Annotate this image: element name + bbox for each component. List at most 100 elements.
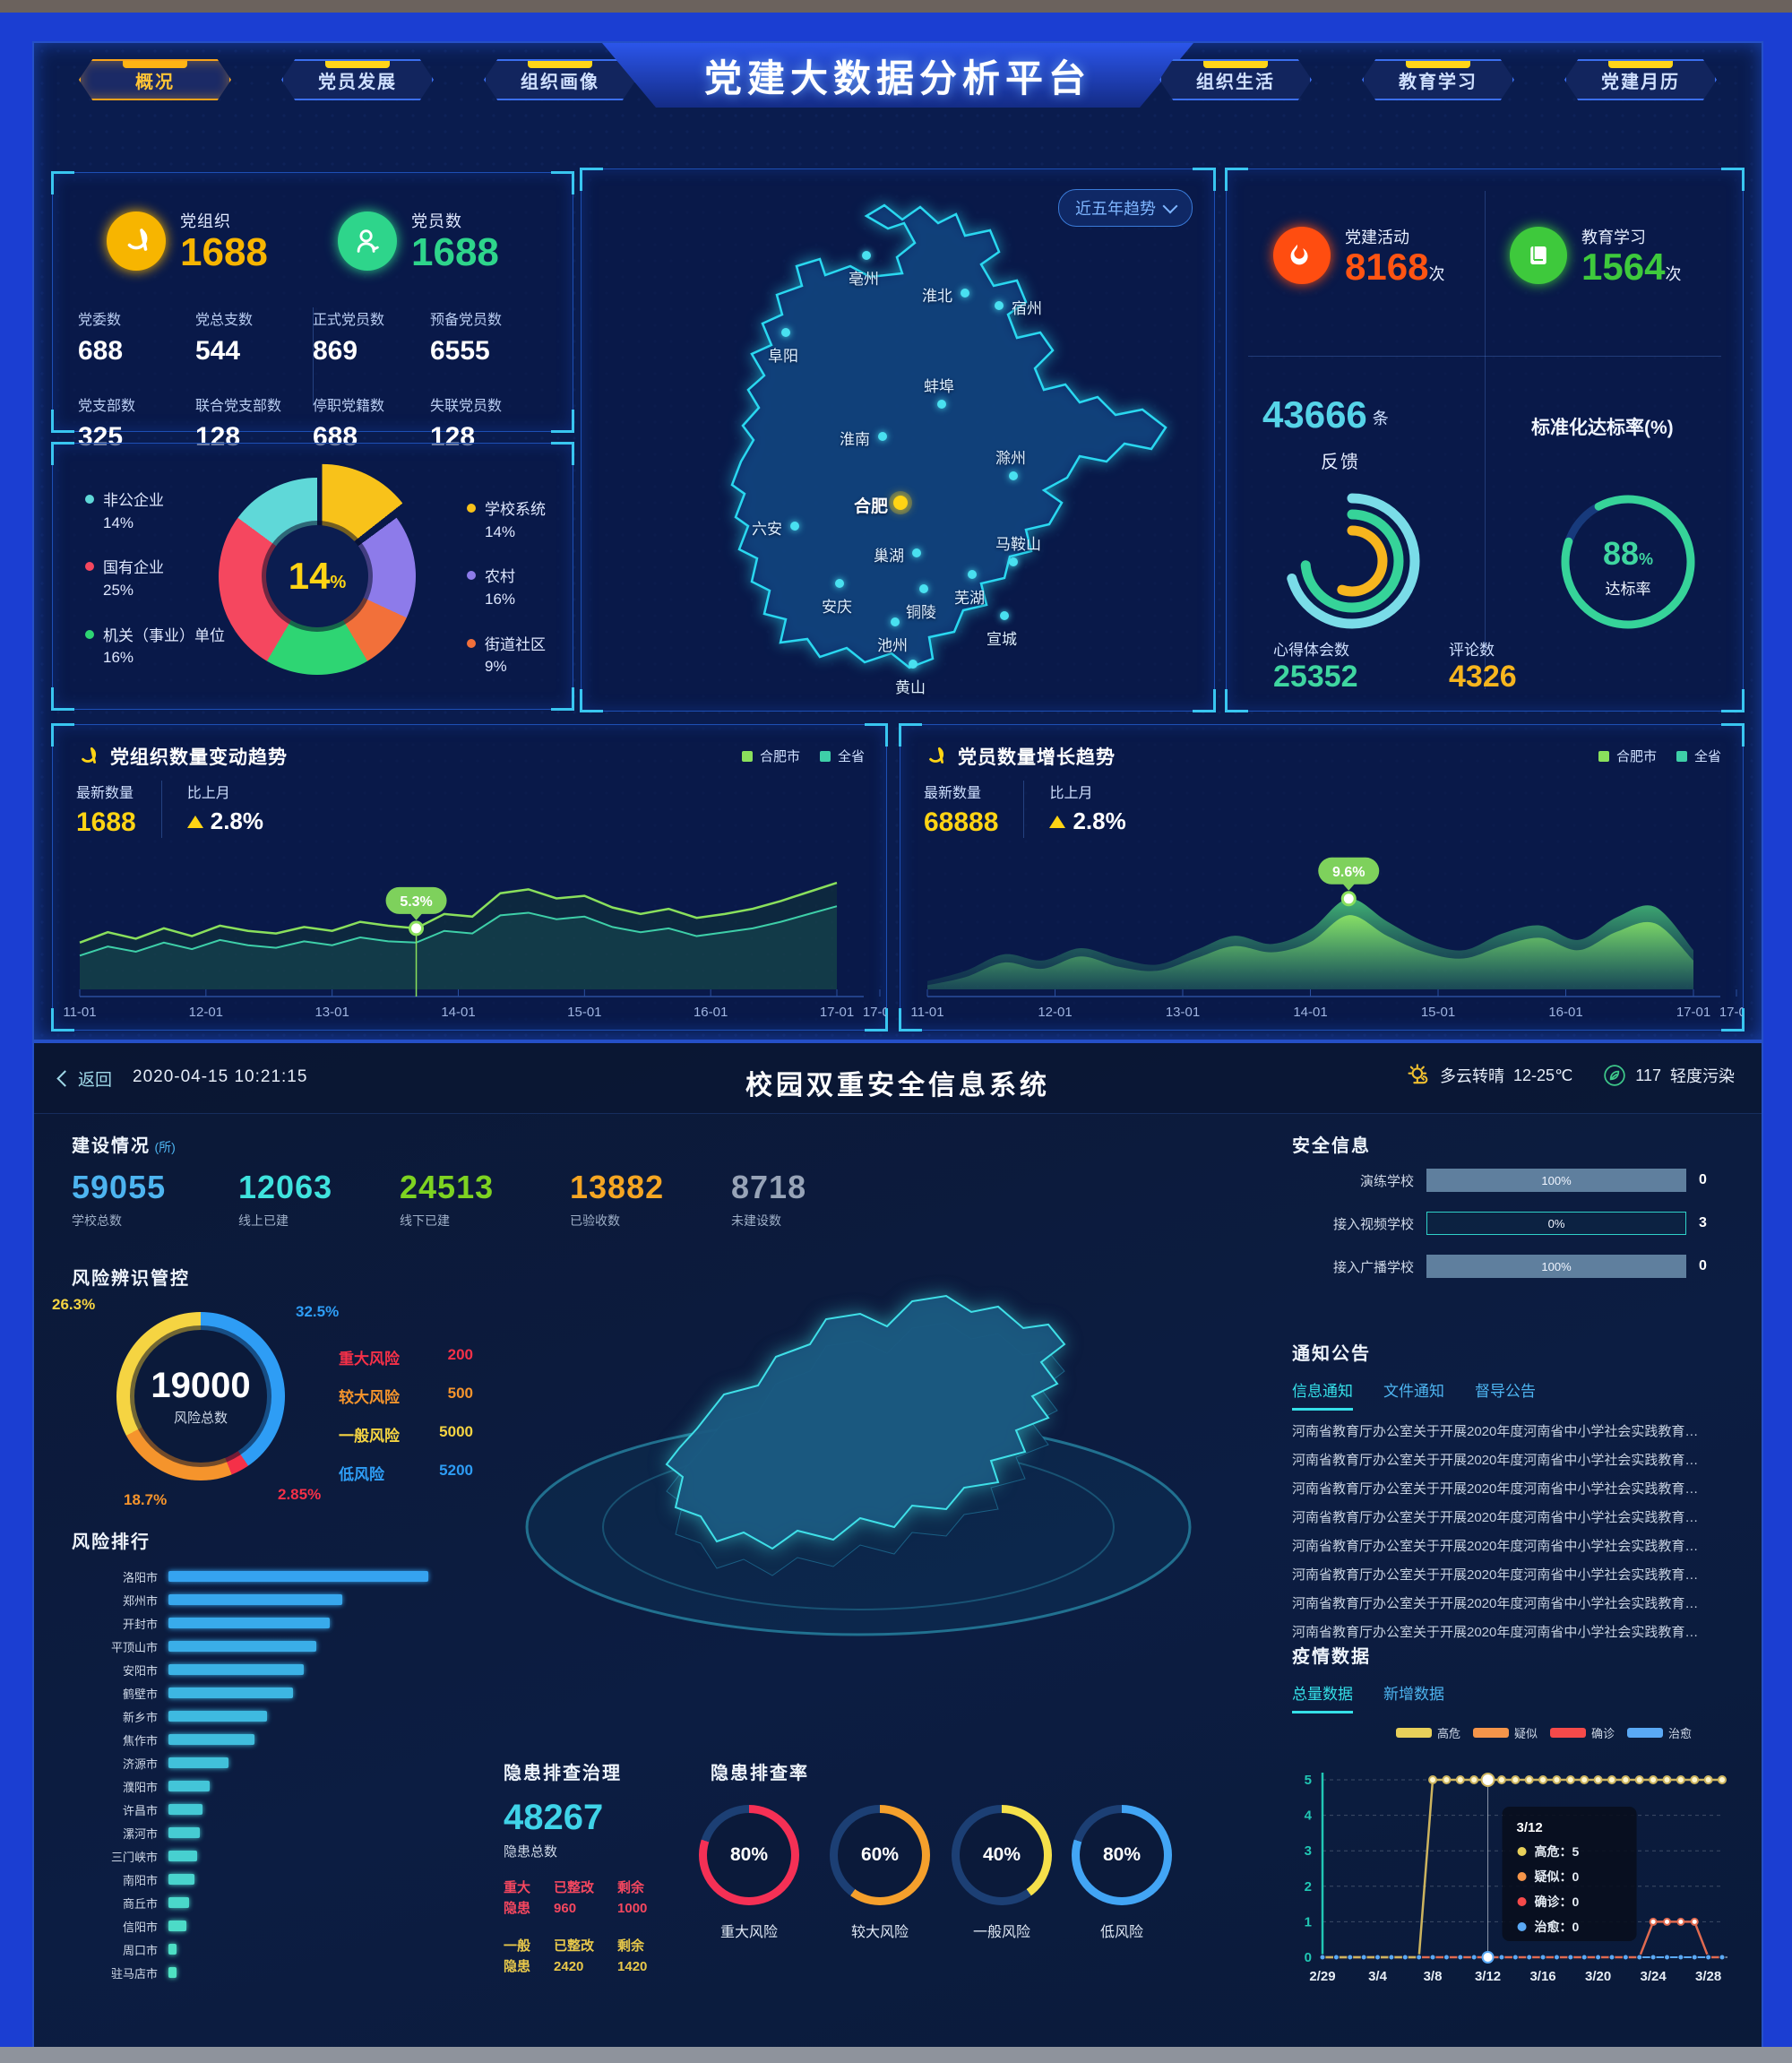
city-dot-icon[interactable] — [862, 251, 871, 260]
city-dot-icon[interactable] — [781, 328, 790, 337]
epidemic-tab-0[interactable]: 总量数据 — [1292, 1681, 1353, 1713]
svg-text:治愈：0: 治愈：0 — [1535, 1920, 1580, 1934]
safety-row-label: 演练学校 — [1359, 1173, 1414, 1189]
notice-item[interactable]: 河南省教育厅办公室关于开展2020年度河南省中小学社会实践教育… — [1292, 1424, 1699, 1439]
rank-bar — [168, 1851, 197, 1861]
activity-panel: 党建活动 8168次 教育学习 1564次 43666 条 反馈 标准化达标率(%) — [1225, 168, 1745, 712]
nav-tab-left-2[interactable]: 组织画像 — [484, 59, 636, 100]
city-dot-icon[interactable] — [891, 617, 900, 626]
safety-row: 接入广播学校 100% 0 — [1292, 1255, 1707, 1278]
donut-center-unit: % — [330, 572, 347, 592]
tab-notch-decor — [1608, 61, 1673, 68]
city-dot-icon[interactable] — [968, 570, 977, 579]
latest-value: 1688 — [76, 807, 136, 837]
pie-legend-item: 学校系统 14% — [467, 499, 546, 543]
top-nav: 概况 党员发展 组织画像 党建大数据分析平台 组织生活 教育学习 党建月历 — [34, 43, 1762, 115]
org-stat-value: 688 — [78, 336, 124, 366]
city-dot-icon[interactable] — [893, 496, 908, 510]
ring-inner — [1316, 525, 1388, 597]
notice-tab-1[interactable]: 文件通知 — [1383, 1383, 1444, 1400]
city-dot-icon[interactable] — [937, 400, 946, 409]
nav-tab-left-0[interactable]: 概况 — [79, 59, 231, 100]
org-stat-value: 544 — [195, 336, 241, 366]
rank-bar — [168, 1781, 211, 1791]
ring-label: 一般风险 — [972, 1925, 1030, 1940]
safety-progress-bar: 0% — [1426, 1212, 1686, 1235]
notice-item[interactable]: 河南省教育厅办公室关于开展2020年度河南省中小学社会实践教育… — [1292, 1453, 1699, 1468]
legend-pill-icon — [1473, 1728, 1510, 1738]
city-dot-icon[interactable] — [912, 548, 921, 557]
rank-row: 南阳市 — [72, 1868, 484, 1891]
legend-square-icon — [1598, 750, 1609, 762]
city-label: 合肥 — [853, 497, 888, 516]
nav-tab-right-0[interactable]: 组织生活 — [1159, 59, 1312, 100]
rank-city-label: 南阳市 — [122, 1873, 158, 1887]
risk-legend-value: 200 — [447, 1346, 473, 1363]
trend-legend-item: 全省 — [819, 747, 865, 765]
construction-stats: 59055 学校总数 12063 线上已建 24513 线下已建 13882 已验收数 8718… — [72, 1169, 968, 1249]
donut-center: 14 % — [266, 525, 368, 627]
city-dot-icon[interactable] — [1009, 557, 1018, 566]
nav-tab-right-2[interactable]: 党建月历 — [1564, 59, 1717, 100]
risk-legend-label: 低风险 — [339, 1466, 384, 1483]
city-dot-icon[interactable] — [878, 432, 887, 441]
henan-top-face — [665, 1294, 1066, 1550]
svg-text:1: 1 — [1305, 1914, 1312, 1929]
notice-item[interactable]: 河南省教育厅办公室关于开展2020年度河南省中小学社会实践教育… — [1292, 1510, 1699, 1525]
nav-tab-right-1[interactable]: 教育学习 — [1362, 59, 1514, 100]
overview-card-text: 党组织 1688 — [180, 209, 268, 273]
ring-percent: 60% — [838, 1813, 922, 1897]
construction-stat-value: 24513 — [400, 1169, 495, 1205]
pie-legend-item: 农村 16% — [467, 566, 546, 610]
notice-item[interactable]: 河南省教育厅办公室关于开展2020年度河南省中小学社会实践教育… — [1292, 1539, 1699, 1554]
construction-stat-label: 线下已建 — [400, 1213, 450, 1228]
city-dot-icon[interactable] — [835, 579, 844, 588]
city-dot-icon[interactable] — [909, 660, 918, 669]
rank-bar — [168, 1874, 194, 1885]
ring-label: 重大风险 — [719, 1925, 778, 1940]
rank-row: 驻马店市 — [72, 1961, 484, 1984]
org-stat-label: 正式党员数 — [313, 313, 385, 328]
city-dot-icon[interactable] — [919, 584, 928, 593]
five-year-trend-button[interactable]: 近五年趋势 — [1058, 189, 1193, 227]
bottom-stat-label: 心得体会数 — [1273, 642, 1349, 659]
hazard-rows: 重大 隐患 已整改 960 剩余 1000 一般 隐患 已整改 2420 剩余 1420 — [504, 1878, 862, 1977]
construction-title: 建设情况 — [72, 1136, 151, 1156]
rank-bar — [168, 1921, 187, 1931]
pie-legend-text: 非公企业 14% — [103, 492, 164, 531]
city-dot-icon[interactable] — [1000, 611, 1009, 620]
risk-legend-label: 重大风险 — [339, 1351, 400, 1368]
member-trend-chart: 11-01 12-01 13-01 14-01 15-01 16-01 17-01 17-06… — [910, 857, 1743, 1020]
notice-tab-2[interactable]: 督导公告 — [1475, 1383, 1536, 1400]
org-stat: 党委数 688 — [78, 307, 195, 367]
rank-row: 商丘市 — [72, 1891, 484, 1914]
tab-label: 组织生活 — [1196, 72, 1275, 92]
back-button[interactable]: 返回 — [56, 1066, 112, 1091]
hazard-rate-ring: 40% — [952, 1805, 1052, 1905]
city-dot-icon[interactable] — [961, 289, 969, 298]
notice-item[interactable]: 河南省教育厅办公室关于开展2020年度河南省中小学社会实践教育… — [1292, 1567, 1699, 1583]
risk-control-title: 风险辨识管控 — [72, 1269, 190, 1289]
notice-item[interactable]: 河南省教育厅办公室关于开展2020年度河南省中小学社会实践教育… — [1292, 1596, 1699, 1611]
city-label: 安庆 — [822, 599, 852, 616]
hazard-row-left: 剩余 1000 — [617, 1880, 648, 1916]
nav-tab-left-1[interactable]: 党员发展 — [281, 59, 434, 100]
pie-legend-text: 农村 16% — [485, 568, 516, 608]
tab-notch-decor — [528, 61, 592, 68]
notice-item[interactable]: 河南省教育厅办公室关于开展2020年度河南省中小学社会实践教育… — [1292, 1481, 1699, 1497]
rank-row: 开封市 — [72, 1611, 484, 1635]
rank-bar — [168, 1734, 254, 1745]
epidemic-tab-1[interactable]: 新增数据 — [1383, 1686, 1444, 1703]
activity-card: 教育学习 1564次 — [1510, 225, 1681, 286]
city-dot-icon[interactable] — [1009, 471, 1018, 480]
city-dot-icon[interactable] — [995, 301, 1004, 310]
notice-tab-0[interactable]: 信息通知 — [1292, 1378, 1353, 1411]
overview-card-value: 1688 — [411, 230, 499, 274]
weather-status: 多云转晴 12-25℃ — [1406, 1063, 1572, 1088]
donut-center-value: 14 — [288, 555, 331, 597]
svg-text:17-01: 17-01 — [820, 1005, 854, 1020]
notice-item[interactable]: 河南省教育厅办公室关于开展2020年度河南省中小学社会实践教育… — [1292, 1625, 1699, 1640]
overview-card: 党组织 1688 — [107, 209, 268, 273]
city-dot-icon[interactable] — [790, 522, 799, 531]
rank-city-label: 濮阳市 — [122, 1780, 158, 1794]
